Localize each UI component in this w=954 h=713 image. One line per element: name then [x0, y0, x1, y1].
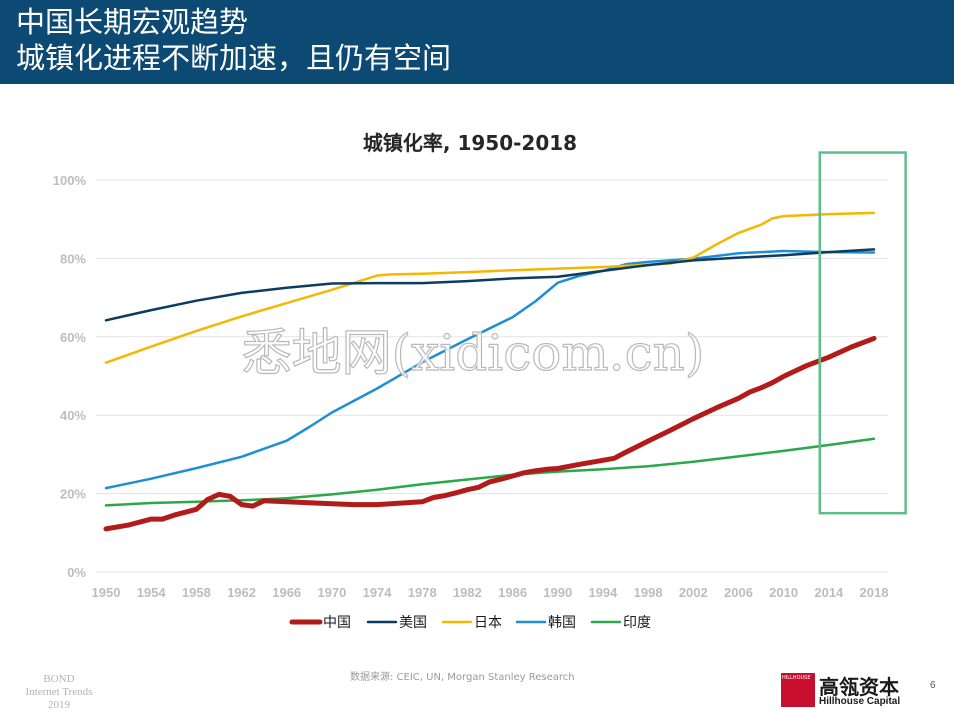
- page-number: 6: [930, 680, 936, 691]
- x-tick-label: 1990: [543, 585, 572, 600]
- x-tick-label: 2018: [860, 585, 889, 600]
- y-axis: 0% 20% 40% 60% 80% 100%: [53, 173, 87, 580]
- y-tick-label: 40%: [60, 408, 86, 423]
- logo-text-en: Hillhouse Capital: [819, 696, 901, 707]
- highlight-box: [818, 151, 907, 515]
- y-tick-label: 20%: [60, 487, 86, 502]
- x-tick-label: 1974: [363, 585, 393, 600]
- legend-label: 日本: [474, 615, 502, 631]
- x-tick-label: 2002: [679, 585, 708, 600]
- legend-item: 印度: [590, 615, 651, 631]
- logo-mark-text: HILLHOUSE: [782, 675, 811, 681]
- x-tick-label: 1994: [588, 585, 618, 600]
- y-tick-label: 60%: [60, 330, 86, 345]
- bond-label: BOND Internet Trends 2019: [14, 673, 104, 712]
- y-tick-label: 100%: [53, 173, 87, 188]
- hillhouse-mark-icon: HILLHOUSE: [781, 673, 815, 707]
- chart-legend: 中国 美国 日本 韩国 印度: [289, 615, 651, 631]
- legend-item: 美国: [366, 615, 427, 631]
- x-tick-label: 1958: [182, 585, 211, 600]
- data-source: 数据来源: CEIC, UN, Morgan Stanley Research: [350, 672, 575, 683]
- legend-item: 中国: [289, 615, 351, 631]
- series-line: [104, 248, 876, 322]
- x-tick-label: 1966: [272, 585, 301, 600]
- bond-label-line3: 2019: [48, 699, 70, 711]
- legend-item: 日本: [441, 615, 502, 631]
- urbanization-chart: 城镇化率, 1950-2018 0%20%40%60%80%100% 1950 1…: [53, 131, 907, 631]
- slide-title-line2: 城镇化进程不断加速，且仍有空间: [16, 41, 452, 75]
- x-tick-label: 2014: [814, 585, 844, 600]
- x-tick-label: 1962: [227, 585, 256, 600]
- x-tick-label: 1986: [498, 585, 527, 600]
- legend-item: 韩国: [515, 615, 576, 631]
- x-tick-label: 2010: [769, 585, 798, 600]
- chart-title: 城镇化率, 1950-2018: [363, 131, 577, 155]
- series-line: [103, 335, 877, 532]
- logo-text-cn: 高瓴资本: [819, 675, 899, 699]
- legend-label: 印度: [623, 615, 651, 631]
- y-tick-label: 0%: [67, 565, 86, 580]
- x-tick-label: 1954: [137, 585, 167, 600]
- legend-label: 美国: [399, 615, 427, 631]
- slide-title-line1: 中国长期宏观趋势: [16, 5, 249, 39]
- legend-label: 韩国: [548, 615, 576, 631]
- x-tick-label: 1970: [317, 585, 346, 600]
- legend-label: 中国: [323, 615, 351, 631]
- y-tick-label: 80%: [60, 251, 86, 266]
- series-line: [104, 249, 876, 490]
- x-tick-label: 1978: [408, 585, 437, 600]
- slide-header: 中国长期宏观趋势 城镇化进程不断加速，且仍有空间: [0, 0, 954, 84]
- x-tick-label: 2006: [724, 585, 753, 600]
- x-tick-label: 1950: [92, 585, 121, 600]
- chart-lines: [103, 211, 877, 532]
- bond-label-line1: BOND: [43, 673, 75, 685]
- bond-label-line2: Internet Trends: [25, 686, 93, 698]
- x-axis: 1950 1954 1958 1962 1966 1970 1974 1978 1982 1986…: [92, 585, 889, 600]
- watermark: 悉地网(xidicom.cn): [242, 324, 705, 382]
- series-line: [104, 211, 876, 364]
- hillhouse-logo: HILLHOUSE 高瓴资本 Hillhouse Capital: [781, 671, 911, 709]
- x-tick-label: 1998: [634, 585, 663, 600]
- x-tick-label: 1982: [453, 585, 482, 600]
